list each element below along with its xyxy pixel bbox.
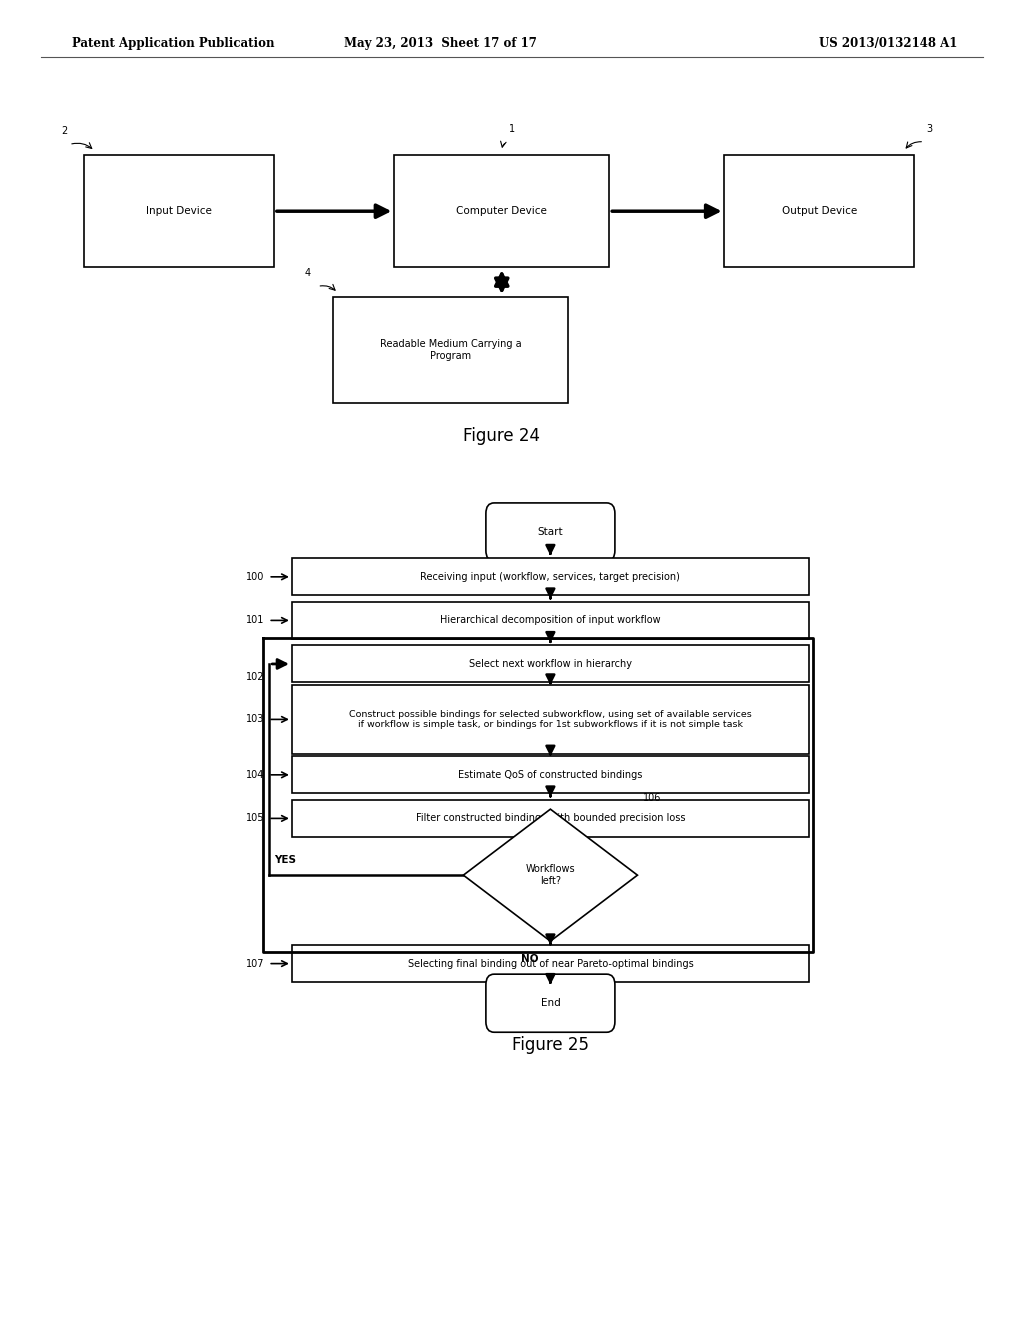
FancyBboxPatch shape bbox=[292, 756, 809, 793]
Text: 3: 3 bbox=[927, 124, 932, 133]
Text: 100: 100 bbox=[246, 572, 264, 582]
FancyBboxPatch shape bbox=[292, 945, 809, 982]
Text: Workflows
left?: Workflows left? bbox=[525, 865, 575, 886]
FancyBboxPatch shape bbox=[292, 645, 809, 682]
Text: 1: 1 bbox=[509, 124, 515, 133]
Text: 107: 107 bbox=[246, 958, 264, 969]
Text: Select next workflow in hierarchy: Select next workflow in hierarchy bbox=[469, 659, 632, 669]
Text: Output Device: Output Device bbox=[781, 206, 857, 216]
Text: 4: 4 bbox=[304, 268, 310, 279]
Text: Receiving input (workflow, services, target precision): Receiving input (workflow, services, tar… bbox=[421, 572, 680, 582]
Text: Figure 24: Figure 24 bbox=[463, 426, 541, 445]
Text: Selecting final binding out of near Pareto-optimal bindings: Selecting final binding out of near Pare… bbox=[408, 958, 693, 969]
Text: May 23, 2013  Sheet 17 of 17: May 23, 2013 Sheet 17 of 17 bbox=[344, 37, 537, 50]
Text: Construct possible bindings for selected subworkflow, using set of available ser: Construct possible bindings for selected… bbox=[349, 710, 752, 729]
Text: Patent Application Publication: Patent Application Publication bbox=[72, 37, 274, 50]
FancyBboxPatch shape bbox=[485, 974, 614, 1032]
Text: 102: 102 bbox=[246, 672, 264, 682]
Text: Figure 25: Figure 25 bbox=[512, 1036, 589, 1055]
Text: Readable Medium Carrying a
Program: Readable Medium Carrying a Program bbox=[380, 339, 521, 360]
Text: 101: 101 bbox=[246, 615, 264, 626]
FancyBboxPatch shape bbox=[84, 156, 273, 267]
Text: Start: Start bbox=[538, 527, 563, 537]
FancyBboxPatch shape bbox=[292, 558, 809, 595]
Text: Filter constructed bindings with bounded precision loss: Filter constructed bindings with bounded… bbox=[416, 813, 685, 824]
Text: 2: 2 bbox=[60, 127, 68, 136]
FancyBboxPatch shape bbox=[292, 800, 809, 837]
Text: Hierarchical decomposition of input workflow: Hierarchical decomposition of input work… bbox=[440, 615, 660, 626]
FancyBboxPatch shape bbox=[725, 156, 914, 267]
FancyBboxPatch shape bbox=[292, 685, 809, 754]
Text: Input Device: Input Device bbox=[146, 206, 212, 216]
FancyBboxPatch shape bbox=[292, 602, 809, 639]
Text: YES: YES bbox=[274, 854, 296, 865]
FancyBboxPatch shape bbox=[333, 297, 568, 403]
Polygon shape bbox=[463, 809, 637, 941]
Text: Computer Device: Computer Device bbox=[457, 206, 547, 216]
Text: 105: 105 bbox=[246, 813, 264, 824]
Text: NO: NO bbox=[520, 954, 539, 965]
FancyBboxPatch shape bbox=[394, 156, 609, 267]
Text: 104: 104 bbox=[246, 770, 264, 780]
Text: End: End bbox=[541, 998, 560, 1008]
Text: US 2013/0132148 A1: US 2013/0132148 A1 bbox=[819, 37, 957, 50]
Text: Estimate QoS of constructed bindings: Estimate QoS of constructed bindings bbox=[458, 770, 643, 780]
Text: 106: 106 bbox=[643, 792, 660, 803]
FancyBboxPatch shape bbox=[485, 503, 614, 561]
Text: 103: 103 bbox=[246, 714, 264, 725]
